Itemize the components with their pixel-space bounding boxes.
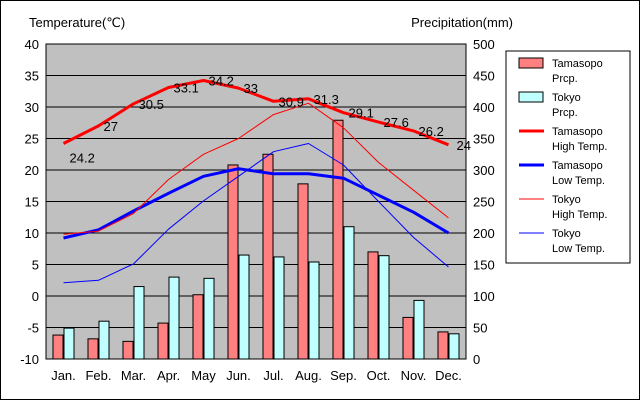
- bar-tokyo-prcp: [98, 320, 110, 360]
- bar-tamasopo-prcp: [192, 294, 204, 360]
- x-tick-label: Sep.: [330, 368, 357, 383]
- legend-label: Tokyo: [552, 228, 581, 240]
- y-right-tick-label: 100: [473, 289, 495, 304]
- y-left-tick-label: 0: [32, 289, 39, 304]
- legend-swatch: [518, 91, 544, 103]
- bar-tokyo-prcp: [413, 299, 425, 360]
- y-right-tick-label: 300: [473, 163, 495, 178]
- legend-label: Tokyo: [552, 194, 581, 206]
- bar-tokyo-prcp: [168, 276, 180, 360]
- legend-label: Low Temp.: [552, 175, 605, 187]
- data-label-tamasopo-high: 24.2: [70, 151, 95, 166]
- x-tick-label: Jul.: [263, 368, 283, 383]
- x-tick-label: Apr.: [157, 368, 180, 383]
- data-label-tamasopo-high: 27.6: [384, 115, 409, 130]
- data-label-tamasopo-high: 26.2: [419, 124, 444, 139]
- legend-label: Tamasopo: [552, 126, 603, 138]
- data-label-tamasopo-high: 27: [104, 119, 118, 134]
- line-tamasopo-low: [63, 167, 450, 240]
- y-left-tick-label: 30: [25, 100, 39, 115]
- x-tick-label: Oct.: [367, 368, 391, 383]
- legend-label: Tamasopo: [552, 58, 603, 70]
- data-label-tamasopo-high: 31.3: [314, 92, 339, 107]
- bar-tamasopo-prcp: [367, 251, 379, 360]
- bar-tamasopo-prcp: [332, 119, 344, 360]
- legend-box: [505, 50, 631, 264]
- y-left-tick-label: 5: [32, 258, 39, 273]
- data-label-tamasopo-high: 33.1: [174, 80, 199, 95]
- x-tick-label: Mar.: [121, 368, 146, 383]
- x-tick-label: Nov.: [401, 368, 427, 383]
- bar-tamasopo-prcp: [157, 322, 169, 360]
- x-tick-label: Dec.: [435, 368, 462, 383]
- bar-tokyo-prcp: [448, 333, 460, 360]
- bar-tokyo-prcp: [133, 286, 145, 360]
- y-left-tick-label: 25: [25, 132, 39, 147]
- bar-tokyo-prcp: [63, 327, 75, 360]
- y-left-tick-label: 10: [25, 226, 39, 241]
- bar-tokyo-prcp: [238, 254, 250, 360]
- data-label-tamasopo-high: 30.5: [139, 97, 164, 112]
- line-tokyo-low: [63, 143, 449, 284]
- bar-tokyo-prcp: [203, 277, 215, 360]
- y-right-tick-label: 350: [473, 132, 495, 147]
- line-tokyo-high: [63, 102, 449, 235]
- y-right-tick-label: 450: [473, 69, 495, 84]
- bar-tamasopo-prcp: [52, 334, 64, 360]
- legend-label: Prcp.: [552, 73, 578, 85]
- x-tick-label: May: [191, 368, 216, 383]
- y-left-tick-label: -5: [27, 321, 39, 336]
- bar-tamasopo-prcp: [297, 183, 309, 360]
- y-right-axis-title: Precipitation(mm): [411, 15, 513, 30]
- data-label-tamasopo-high: 30.9: [279, 94, 304, 109]
- y-left-tick-label: 40: [25, 37, 39, 52]
- y-right-tick-label: 250: [473, 195, 495, 210]
- bar-tamasopo-prcp: [122, 340, 134, 360]
- bar-tamasopo-prcp: [87, 338, 99, 360]
- data-label-tamasopo-high: 33: [244, 81, 258, 96]
- legend-label: Tokyo: [552, 92, 581, 104]
- bar-tokyo-prcp: [273, 256, 285, 360]
- data-label-tamasopo-high: 29.1: [349, 106, 374, 121]
- y-right-tick-label: 150: [473, 258, 495, 273]
- y-right-tick-label: 200: [473, 226, 495, 241]
- bar-tamasopo-prcp: [227, 164, 239, 360]
- y-left-tick-label: 20: [25, 163, 39, 178]
- bar-tokyo-prcp: [378, 255, 390, 360]
- x-tick-label: Feb.: [85, 368, 111, 383]
- legend-label: Low Temp.: [552, 243, 605, 255]
- x-tick-label: Aug.: [295, 368, 322, 383]
- bar-tokyo-prcp: [343, 226, 355, 360]
- y-left-tick-label: 15: [25, 195, 39, 210]
- legend-label: High Temp.: [552, 209, 607, 221]
- x-tick-label: Jun.: [226, 368, 251, 383]
- y-right-tick-label: 0: [473, 352, 480, 367]
- data-label-tamasopo-high: 34.2: [209, 74, 234, 89]
- y-left-tick-label: 35: [25, 69, 39, 84]
- y-left-tick-label: -10: [20, 352, 39, 367]
- y-left-axis-title: Temperature(℃): [29, 15, 125, 30]
- bar-tokyo-prcp: [308, 261, 320, 360]
- legend-label: Tamasopo: [552, 160, 603, 172]
- bar-tamasopo-prcp: [262, 153, 274, 360]
- legend-label: Prcp.: [552, 107, 578, 119]
- y-right-tick-label: 500: [473, 37, 495, 52]
- bar-tamasopo-prcp: [437, 331, 449, 360]
- y-right-tick-label: 50: [473, 321, 487, 336]
- y-right-tick-label: 400: [473, 100, 495, 115]
- bar-tamasopo-prcp: [402, 316, 414, 360]
- data-label-tamasopo-high: 24: [457, 138, 471, 153]
- x-tick-label: Jan.: [51, 368, 76, 383]
- line-tamasopo-high: [62, 79, 450, 147]
- legend-label: High Temp.: [552, 141, 607, 153]
- legend-swatch: [518, 57, 544, 69]
